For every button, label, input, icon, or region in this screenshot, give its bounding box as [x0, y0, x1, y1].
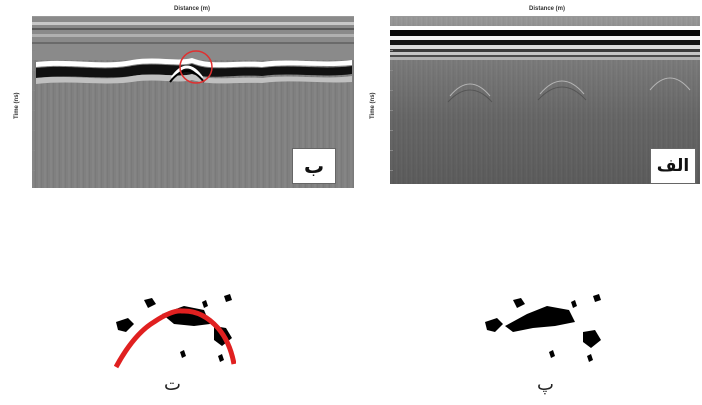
x-axis-title: Distance (m)	[529, 6, 566, 12]
binary-blobs-p	[485, 294, 601, 362]
fitted-hyperbola	[114, 308, 236, 369]
x-axis-title: Distance (m)	[174, 6, 211, 12]
radargram-panel-alef: Distance (m) Time (ns)	[364, 4, 702, 204]
radargram-image-b	[32, 16, 354, 188]
binary-crop-p: پ	[483, 254, 605, 404]
panel-badge-alef: الف	[650, 148, 696, 184]
y-axis-title: Time (ns)	[14, 92, 20, 119]
panel-caption-t: ت	[164, 374, 181, 395]
radargram-panel-b: Distance (m) Time (ns)	[6, 4, 356, 204]
binary-blobs-t	[114, 294, 236, 369]
anomaly-circle	[179, 50, 213, 84]
radargram-image-alef	[390, 16, 700, 184]
binary-crop-t: ت	[114, 254, 236, 404]
y-axis-title: Time (ns)	[370, 92, 376, 119]
panel-caption-p: پ	[537, 374, 554, 395]
panel-badge-b: ب	[292, 148, 336, 184]
